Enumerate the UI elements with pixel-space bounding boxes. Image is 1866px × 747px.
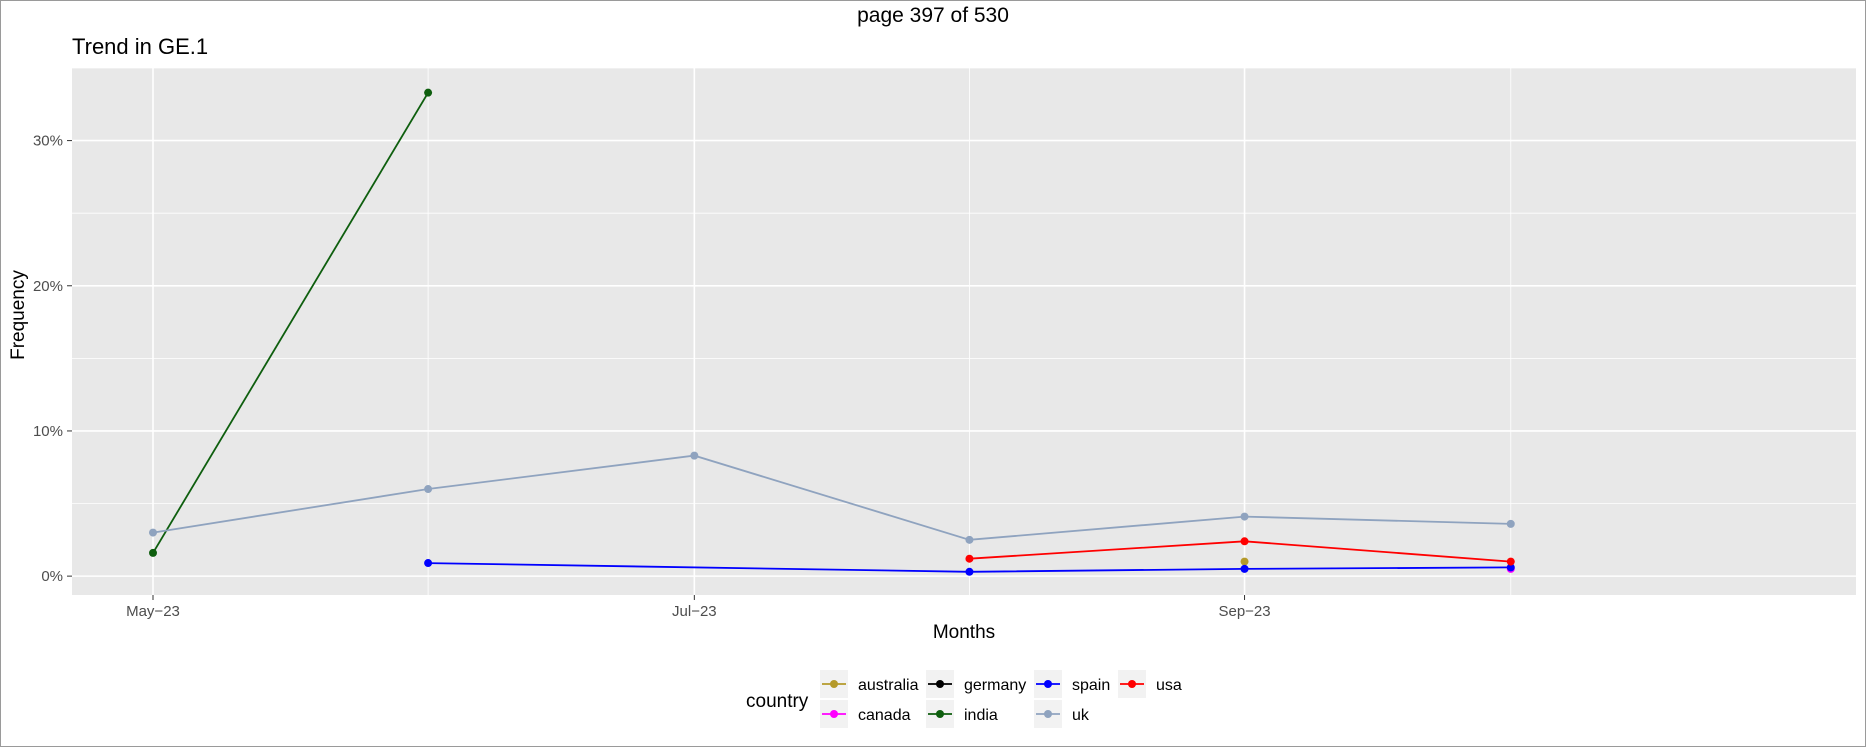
data-point-india <box>149 548 157 557</box>
plot-panel <box>72 68 1856 595</box>
x-tick-label: Sep−23 <box>1218 603 1270 620</box>
gridlines <box>72 67 1856 595</box>
data-point-uk <box>1506 519 1515 528</box>
legend-key-point <box>1044 710 1052 718</box>
data-point-uk <box>965 535 974 544</box>
data-point-uk <box>690 451 699 460</box>
x-axis: May−23 Jul−23 Sep−23 <box>126 595 1271 620</box>
legend-label-germany: germany <box>964 677 1026 694</box>
data-point-usa <box>965 554 974 563</box>
legend-label-spain: spain <box>1072 677 1110 694</box>
data-point-spain <box>965 567 974 576</box>
data-point-usa <box>1506 557 1515 566</box>
data-point-australia <box>1240 557 1249 566</box>
x-tick-label: Jul−23 <box>672 603 717 620</box>
series-line-india <box>152 92 429 554</box>
data-point-spain <box>424 559 433 568</box>
legend-key-point <box>936 680 944 688</box>
y-tick-label: 0% <box>41 568 63 585</box>
legend-title: country <box>746 691 809 712</box>
x-tick-label: May−23 <box>126 603 180 620</box>
legend: country australia canada germany india spain… <box>746 670 1182 728</box>
legend-label-canada: canada <box>858 707 911 724</box>
y-axis: 0% 10% 20% 30% <box>33 133 72 585</box>
legend-key-point <box>936 710 944 718</box>
x-axis-title: Months <box>933 622 995 643</box>
y-tick-label: 20% <box>33 278 63 295</box>
legend-label-usa: usa <box>1156 677 1182 694</box>
data-point-usa <box>1240 537 1249 546</box>
legend-key-point <box>830 680 838 688</box>
legend-label-australia: australia <box>858 677 919 694</box>
y-axis-title: Frequency <box>8 270 29 360</box>
data-point-spain <box>1240 564 1249 573</box>
y-tick-label: 30% <box>33 133 63 150</box>
chart-title: Trend in GE.1 <box>72 34 208 59</box>
data-point-india <box>424 88 433 97</box>
legend-key-point <box>830 710 838 718</box>
data-point-uk <box>424 485 433 494</box>
data-point-spain <box>1506 563 1515 572</box>
legend-label-india: india <box>964 707 998 724</box>
page-indicator: page 397 of 530 <box>857 4 1009 27</box>
series-line-uk <box>152 454 1511 541</box>
series-line-spain <box>428 562 1511 573</box>
y-tick-label: 10% <box>33 423 63 440</box>
legend-key-point <box>1044 680 1052 688</box>
legend-key-point <box>1128 680 1136 688</box>
data-point-uk <box>1240 512 1249 521</box>
data-point-uk <box>149 528 157 537</box>
series-points <box>149 88 1515 576</box>
legend-label-uk: uk <box>1072 707 1090 724</box>
